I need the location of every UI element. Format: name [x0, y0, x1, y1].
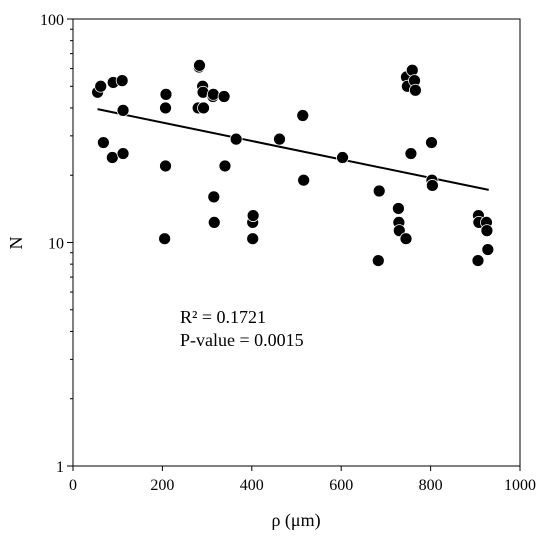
y-tick-label: 10: [48, 236, 64, 253]
data-point: [392, 202, 405, 215]
data-point: [336, 151, 349, 164]
y-tick-label: 100: [40, 12, 64, 29]
data-point: [425, 136, 438, 149]
data-point: [116, 147, 130, 160]
data-point: [481, 243, 495, 256]
data-point: [297, 173, 311, 187]
data-point: [246, 232, 260, 246]
data-point: [96, 136, 110, 149]
data-point: [480, 224, 494, 238]
x-tick-label: 600: [329, 477, 353, 494]
data-point: [405, 63, 419, 77]
x-tick-label: 0: [69, 477, 77, 494]
data-point: [371, 254, 385, 267]
data-point: [206, 87, 220, 101]
x-tick-label: 1000: [504, 477, 536, 494]
data-point: [399, 232, 413, 246]
data-point: [404, 147, 418, 160]
data-point: [471, 254, 485, 267]
data-point: [159, 101, 172, 115]
data-points: [91, 59, 495, 267]
plot-frame: [72, 18, 521, 467]
data-point: [159, 87, 173, 101]
data-point: [296, 109, 310, 122]
data-point: [217, 90, 231, 103]
x-tick-label: 200: [150, 477, 174, 494]
p-value-annotation: P-value = 0.0015: [180, 330, 304, 350]
data-point: [207, 216, 221, 229]
data-point: [409, 83, 422, 97]
data-point: [207, 190, 221, 204]
data-point: [115, 74, 129, 88]
data-point: [273, 132, 286, 146]
data-point: [158, 232, 172, 246]
data-point: [246, 209, 260, 222]
r-squared-annotation: R² = 0.1721: [180, 307, 266, 327]
data-point: [116, 103, 130, 117]
x-axis-title: ρ (μm): [271, 510, 320, 531]
y-tick-label: 1: [56, 459, 64, 476]
data-point: [105, 151, 119, 164]
x-tick-label: 800: [419, 477, 443, 494]
data-point: [94, 79, 108, 93]
data-point: [197, 101, 210, 115]
data-point: [193, 59, 206, 72]
y-axis-title: N: [6, 237, 26, 250]
data-point: [218, 159, 232, 173]
data-point: [425, 179, 439, 192]
tick-labels: 0 200 400 600 800 1000 1 10 100: [40, 12, 536, 494]
trend-line: [97, 108, 489, 191]
x-tick-label: 400: [240, 477, 264, 494]
axes: [72, 18, 521, 467]
tick-marks: [67, 18, 521, 471]
data-point: [229, 132, 243, 146]
data-point: [159, 159, 172, 173]
data-point: [372, 184, 386, 198]
